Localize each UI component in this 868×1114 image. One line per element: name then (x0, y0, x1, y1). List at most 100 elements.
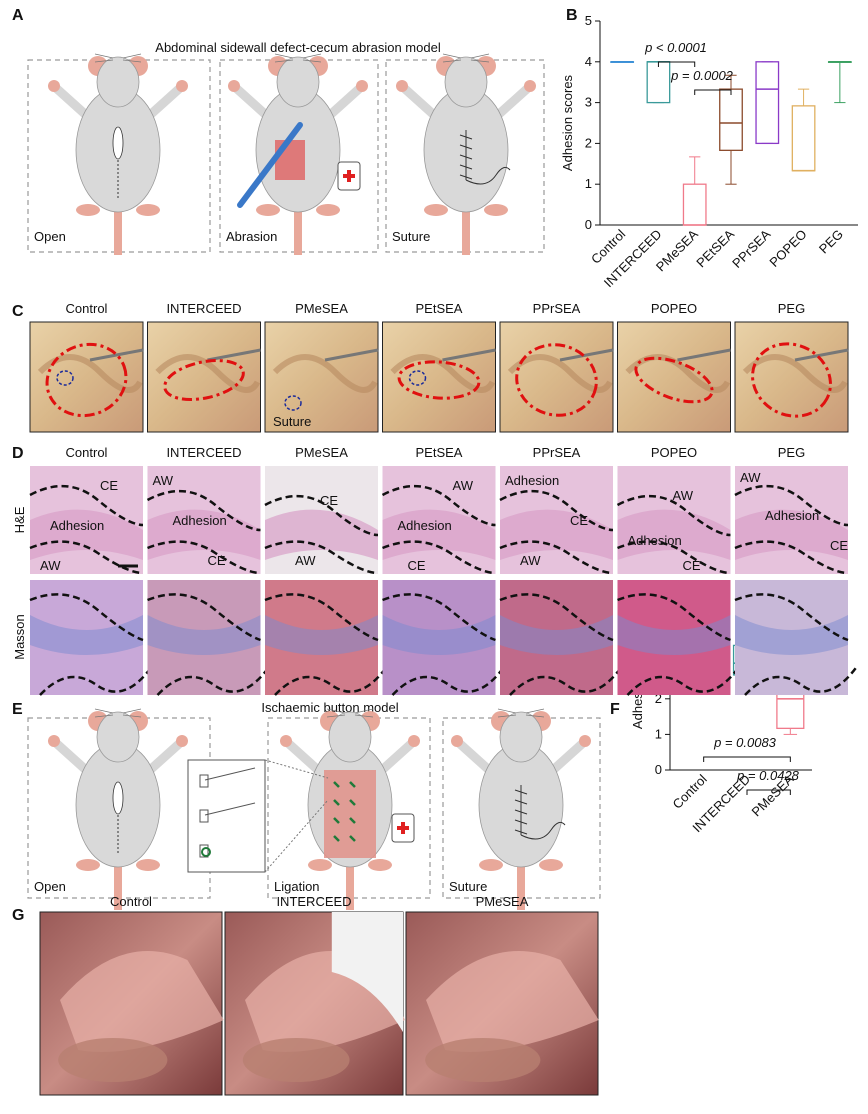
panel-label: C (12, 303, 24, 320)
tissue-label: Adhesion (765, 508, 819, 523)
photo (264, 321, 379, 433)
tissue-label: AW (453, 478, 474, 493)
buttons (333, 781, 356, 842)
incision (112, 781, 124, 815)
y-tick-label: 0 (655, 762, 662, 777)
group-label: Control (66, 445, 108, 460)
suture (459, 130, 473, 180)
intestine (58, 1038, 168, 1082)
boundary (29, 540, 144, 575)
boundary (382, 593, 496, 642)
x-tick-label: PPrSEA (729, 226, 774, 271)
step-label: Abrasion (226, 229, 277, 244)
tissue-label: AW (520, 553, 541, 568)
incision (112, 126, 124, 160)
tissue-band (735, 509, 848, 560)
p-value: p = 0.0083 (713, 735, 777, 750)
collagen (500, 615, 613, 655)
knot (201, 847, 211, 857)
photo (382, 321, 496, 433)
tissue-label: AW (40, 558, 61, 573)
collagen (147, 615, 261, 655)
boundary (499, 540, 614, 575)
adhesion-outline (163, 359, 245, 401)
tissue-label: CE (408, 558, 426, 573)
panel-a-title: Abdominal sidewall defect-cecum abrasion… (155, 40, 441, 55)
boundary (381, 484, 496, 527)
adhesion-outline (45, 342, 128, 418)
p-value: p = 0.0428 (736, 768, 800, 783)
tissue-label: CE (320, 493, 338, 508)
forceps (89, 348, 144, 362)
y-tick-label: 4 (585, 54, 592, 69)
group-label: PPrSEA (533, 445, 581, 460)
tissue-label: CE (208, 553, 226, 568)
cross (343, 170, 355, 182)
tissue-fold (155, 354, 261, 393)
step-label: Open (34, 879, 66, 894)
panel-label: F (610, 701, 620, 718)
cross (397, 822, 409, 834)
thread (465, 166, 511, 185)
boundary (734, 484, 849, 527)
tissue-label: CE (100, 478, 118, 493)
tissue (426, 951, 599, 1052)
box (646, 61, 671, 104)
collagen (617, 615, 731, 655)
adhesion-outline (751, 342, 832, 418)
tissue-band (500, 509, 613, 560)
ligation-steps (199, 767, 256, 858)
p-value: p = 0.0002 (670, 68, 734, 83)
group-label: PPrSEA (533, 301, 581, 316)
tissue-fold (272, 354, 378, 393)
panel-label: B (566, 7, 578, 24)
frame (219, 59, 379, 253)
suture-outline (408, 370, 427, 386)
panel-label: E (12, 701, 23, 718)
boundary (146, 489, 261, 532)
boundary (499, 593, 614, 642)
tissue-label: AW (153, 473, 174, 488)
boundary (264, 494, 379, 537)
group-label: INTERCEED (276, 894, 351, 909)
tissue-band (147, 509, 261, 560)
collagen (30, 615, 143, 655)
tissue (60, 951, 224, 1052)
step-label: Suture (392, 229, 430, 244)
box (755, 61, 780, 145)
boundary (734, 540, 849, 575)
fur (331, 912, 403, 1032)
boundary (382, 540, 496, 575)
boundary (617, 593, 731, 642)
boundary (264, 540, 379, 575)
panel-label: D (12, 445, 24, 462)
box (791, 105, 816, 172)
tissue-label: CE (830, 538, 848, 553)
box (682, 183, 707, 226)
boundary (29, 593, 144, 642)
group-label: PEG (778, 445, 805, 460)
bracket (746, 789, 791, 795)
frame (385, 59, 545, 253)
panel-label: G (12, 907, 24, 924)
forceps (559, 348, 614, 362)
group-label: POPEO (651, 301, 697, 316)
group-label: PEG (778, 301, 805, 316)
y-tick-label: 1 (655, 726, 662, 741)
tissue-label: AW (295, 553, 316, 568)
tissue-label: Adhesion (505, 473, 559, 488)
x-tick-label: Control (670, 771, 710, 811)
forceps (677, 348, 731, 362)
boundary (147, 593, 261, 642)
photo (617, 321, 731, 433)
adhesion-outline (634, 356, 714, 404)
forceps (442, 348, 496, 362)
y-tick-label: 2 (585, 135, 592, 150)
forceps (207, 348, 261, 362)
y-tick-label: 0 (585, 217, 592, 232)
y-tick-label: 1 (585, 176, 592, 191)
tissue-label: AW (740, 470, 761, 485)
p-value: p < 0.0001 (644, 40, 707, 55)
y-tick-label: 5 (585, 13, 592, 28)
tissue-label: Adhesion (398, 518, 452, 533)
